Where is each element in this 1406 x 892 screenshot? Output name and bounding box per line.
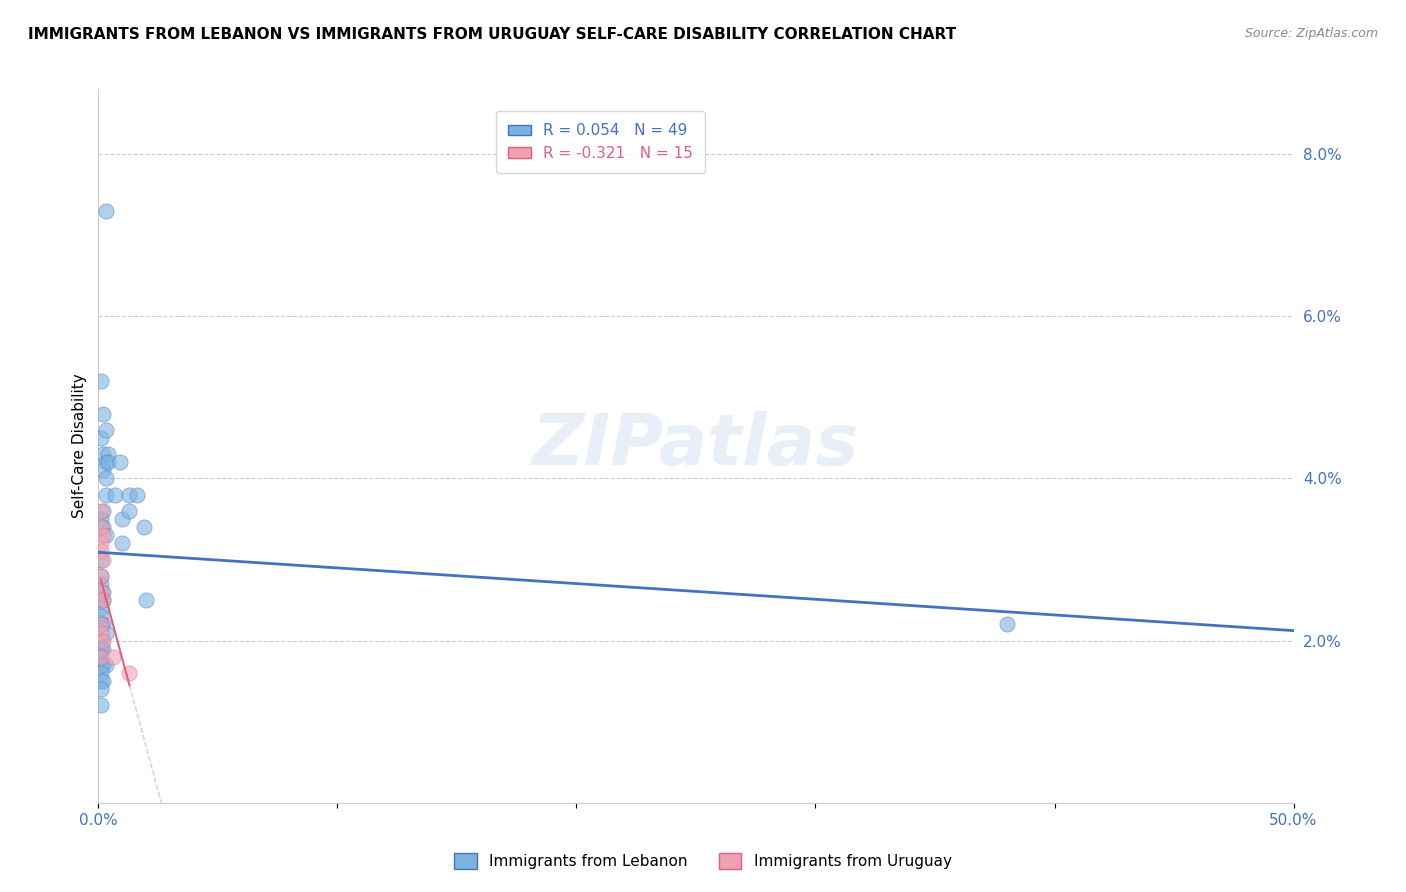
- Point: [91, 528, 114, 542]
- Point: [118, 666, 141, 681]
- Point: [90, 617, 112, 632]
- Text: ZIPatlas: ZIPatlas: [533, 411, 859, 481]
- Point: [91, 633, 114, 648]
- Point: [995, 617, 1018, 632]
- Point: [90, 504, 112, 518]
- Point: [94, 471, 117, 485]
- Point: [111, 512, 134, 526]
- Point: [94, 203, 117, 218]
- Point: [94, 657, 117, 672]
- Point: [91, 447, 114, 461]
- Point: [90, 536, 112, 550]
- Point: [94, 625, 117, 640]
- Point: [135, 593, 157, 607]
- Point: [132, 520, 155, 534]
- Point: [90, 431, 112, 445]
- Text: Source: ZipAtlas.com: Source: ZipAtlas.com: [1244, 27, 1378, 40]
- Point: [91, 593, 114, 607]
- Point: [97, 455, 120, 469]
- Point: [90, 617, 112, 632]
- Point: [91, 585, 114, 599]
- Point: [90, 568, 112, 582]
- Point: [111, 536, 134, 550]
- Point: [90, 698, 112, 713]
- Point: [91, 407, 114, 421]
- Point: [90, 520, 112, 534]
- Point: [118, 488, 141, 502]
- Point: [90, 641, 112, 656]
- Point: [94, 455, 117, 469]
- Y-axis label: Self-Care Disability: Self-Care Disability: [72, 374, 87, 518]
- Point: [90, 649, 112, 664]
- Point: [90, 374, 112, 388]
- Text: IMMIGRANTS FROM LEBANON VS IMMIGRANTS FROM URUGUAY SELF-CARE DISABILITY CORRELAT: IMMIGRANTS FROM LEBANON VS IMMIGRANTS FR…: [28, 27, 956, 42]
- Point: [91, 504, 114, 518]
- Point: [125, 488, 148, 502]
- Point: [90, 657, 112, 672]
- Point: [91, 674, 114, 689]
- Point: [94, 488, 117, 502]
- Point: [101, 649, 124, 664]
- Point: [91, 593, 114, 607]
- Point: [90, 625, 112, 640]
- Point: [91, 617, 114, 632]
- Point: [90, 609, 112, 624]
- Point: [97, 447, 120, 461]
- Point: [104, 488, 127, 502]
- Point: [90, 544, 112, 558]
- Point: [90, 568, 112, 582]
- Point: [94, 528, 117, 542]
- Point: [90, 593, 112, 607]
- Legend: R = 0.054   N = 49, R = -0.321   N = 15: R = 0.054 N = 49, R = -0.321 N = 15: [496, 112, 704, 173]
- Point: [90, 666, 112, 681]
- Point: [94, 423, 117, 437]
- Point: [90, 585, 112, 599]
- Point: [118, 504, 141, 518]
- Point: [90, 552, 112, 566]
- Point: [91, 552, 114, 566]
- Point: [91, 463, 114, 477]
- Point: [90, 601, 112, 615]
- Point: [91, 657, 114, 672]
- Legend: Immigrants from Lebanon, Immigrants from Uruguay: Immigrants from Lebanon, Immigrants from…: [449, 847, 957, 875]
- Point: [90, 649, 112, 664]
- Point: [91, 641, 114, 656]
- Point: [108, 455, 131, 469]
- Point: [90, 674, 112, 689]
- Point: [90, 633, 112, 648]
- Point: [90, 577, 112, 591]
- Point: [90, 512, 112, 526]
- Point: [90, 682, 112, 697]
- Point: [91, 520, 114, 534]
